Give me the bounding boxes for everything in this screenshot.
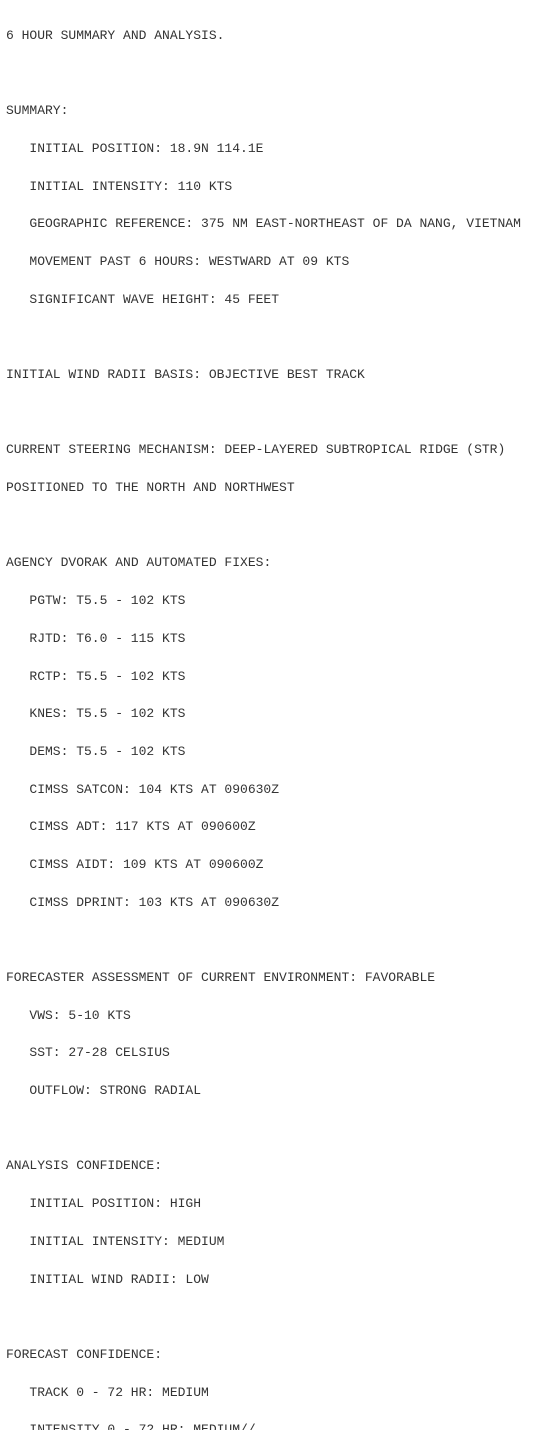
dvorak-row: CIMSS SATCON: 104 KTS AT 090630Z	[6, 781, 544, 800]
summary-wave-height: SIGNIFICANT WAVE HEIGHT: 45 FEET	[6, 291, 544, 310]
environment-vws: VWS: 5-10 KTS	[6, 1007, 544, 1026]
summary-geographic-reference: GEOGRAPHIC REFERENCE: 375 NM EAST-NORTHE…	[6, 215, 544, 234]
dvorak-row: CIMSS ADT: 117 KTS AT 090600Z	[6, 818, 544, 837]
steering-line2: POSITIONED TO THE NORTH AND NORTHWEST	[6, 479, 544, 498]
dvorak-row: RCTP: T5.5 - 102 KTS	[6, 668, 544, 687]
summary-initial-position: INITIAL POSITION: 18.9N 114.1E	[6, 140, 544, 159]
analysis-confidence-wind-radii: INITIAL WIND RADII: LOW	[6, 1271, 544, 1290]
analysis-confidence-intensity: INITIAL INTENSITY: MEDIUM	[6, 1233, 544, 1252]
blank-line	[6, 1308, 544, 1327]
wind-radii-basis: INITIAL WIND RADII BASIS: OBJECTIVE BEST…	[6, 366, 544, 385]
dvorak-heading: AGENCY DVORAK AND AUTOMATED FIXES:	[6, 554, 544, 573]
summary-movement: MOVEMENT PAST 6 HOURS: WESTWARD AT 09 KT…	[6, 253, 544, 272]
forecast-confidence-track: TRACK 0 - 72 HR: MEDIUM	[6, 1384, 544, 1403]
analysis-confidence-heading: ANALYSIS CONFIDENCE:	[6, 1157, 544, 1176]
environment-heading: FORECASTER ASSESSMENT OF CURRENT ENVIRON…	[6, 969, 544, 988]
blank-line	[6, 1120, 544, 1139]
dvorak-row: CIMSS AIDT: 109 KTS AT 090600Z	[6, 856, 544, 875]
forecast-confidence-intensity: INTENSITY 0 - 72 HR: MEDIUM//	[6, 1421, 544, 1430]
blank-line	[6, 65, 544, 84]
dvorak-row: PGTW: T5.5 - 102 KTS	[6, 592, 544, 611]
summary-heading: SUMMARY:	[6, 102, 544, 121]
dvorak-row: CIMSS DPRINT: 103 KTS AT 090630Z	[6, 894, 544, 913]
environment-sst: SST: 27-28 CELSIUS	[6, 1044, 544, 1063]
blank-line	[6, 517, 544, 536]
steering-line1: CURRENT STEERING MECHANISM: DEEP-LAYERED…	[6, 441, 544, 460]
dvorak-row: RJTD: T6.0 - 115 KTS	[6, 630, 544, 649]
dvorak-row: DEMS: T5.5 - 102 KTS	[6, 743, 544, 762]
environment-outflow: OUTFLOW: STRONG RADIAL	[6, 1082, 544, 1101]
blank-line	[6, 931, 544, 950]
title-line: 6 HOUR SUMMARY AND ANALYSIS.	[6, 27, 544, 46]
forecast-confidence-heading: FORECAST CONFIDENCE:	[6, 1346, 544, 1365]
blank-line	[6, 404, 544, 423]
bulletin-document: 6 HOUR SUMMARY AND ANALYSIS. SUMMARY: IN…	[0, 0, 550, 1430]
analysis-confidence-position: INITIAL POSITION: HIGH	[6, 1195, 544, 1214]
summary-initial-intensity: INITIAL INTENSITY: 110 KTS	[6, 178, 544, 197]
blank-line	[6, 328, 544, 347]
